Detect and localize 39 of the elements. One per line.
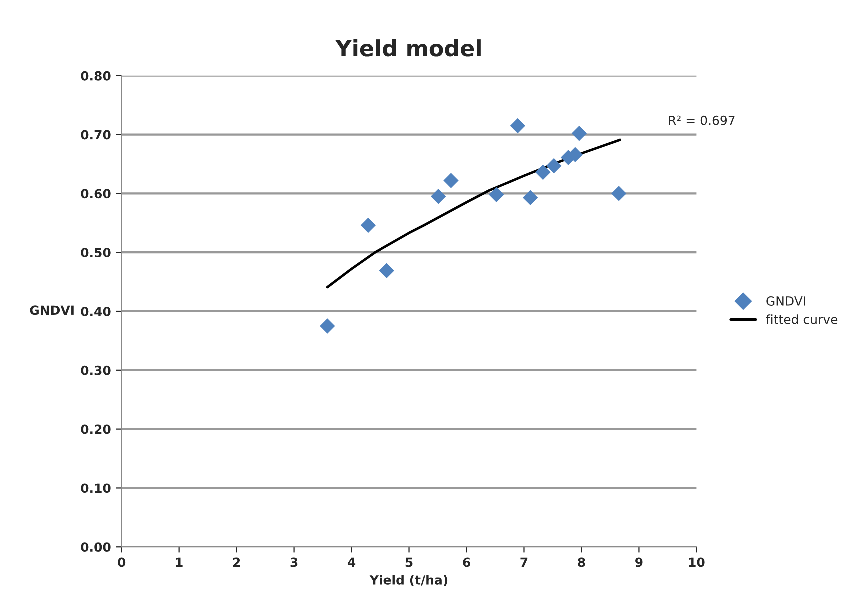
point [430, 189, 446, 204]
point [320, 318, 336, 334]
x-tick-label: 9 [636, 558, 643, 568]
y-tick-label: 0.40 [81, 306, 111, 316]
point [444, 173, 459, 188]
legend-label: GNDVI [766, 296, 806, 306]
point [546, 158, 562, 174]
x-axis-title: Yield (t/ha) [370, 575, 448, 586]
point [536, 164, 551, 180]
y-tick-label: 0.50 [81, 248, 111, 258]
y-tick-label: 0.10 [81, 484, 111, 494]
point [572, 126, 588, 142]
y-tick-label: 0.00 [81, 542, 111, 552]
y-tick-label: 0.80 [81, 71, 111, 81]
point [379, 263, 394, 278]
x-tick-label: 4 [348, 558, 356, 568]
x-tick-label: 3 [290, 558, 298, 568]
x-tick-label: 2 [233, 558, 240, 568]
x-tick-label: 7 [520, 558, 528, 568]
y-tick-label: 0.70 [81, 130, 111, 140]
chart-title: Yield model [336, 40, 481, 57]
legend-label: fitted curve [766, 314, 838, 324]
y-axis-title: GNDVI [30, 306, 74, 316]
annotation: R² = 0.697 [669, 116, 735, 126]
line-series [326, 138, 622, 289]
point [360, 218, 376, 234]
x-tick-label: 10 [689, 558, 705, 568]
x-tick-label: 6 [463, 558, 470, 568]
y-tick-label: 0.20 [81, 424, 111, 434]
x-tick-label: 0 [118, 558, 126, 568]
point [510, 118, 526, 134]
x-tick-label: 5 [406, 558, 413, 568]
y-tick-label: 0.30 [81, 366, 111, 376]
x-tick-label: 8 [578, 558, 586, 568]
point [611, 186, 627, 202]
x-tick-label: 1 [176, 558, 183, 568]
point [489, 187, 504, 202]
point [522, 190, 538, 206]
y-tick-label: 0.60 [81, 189, 111, 199]
